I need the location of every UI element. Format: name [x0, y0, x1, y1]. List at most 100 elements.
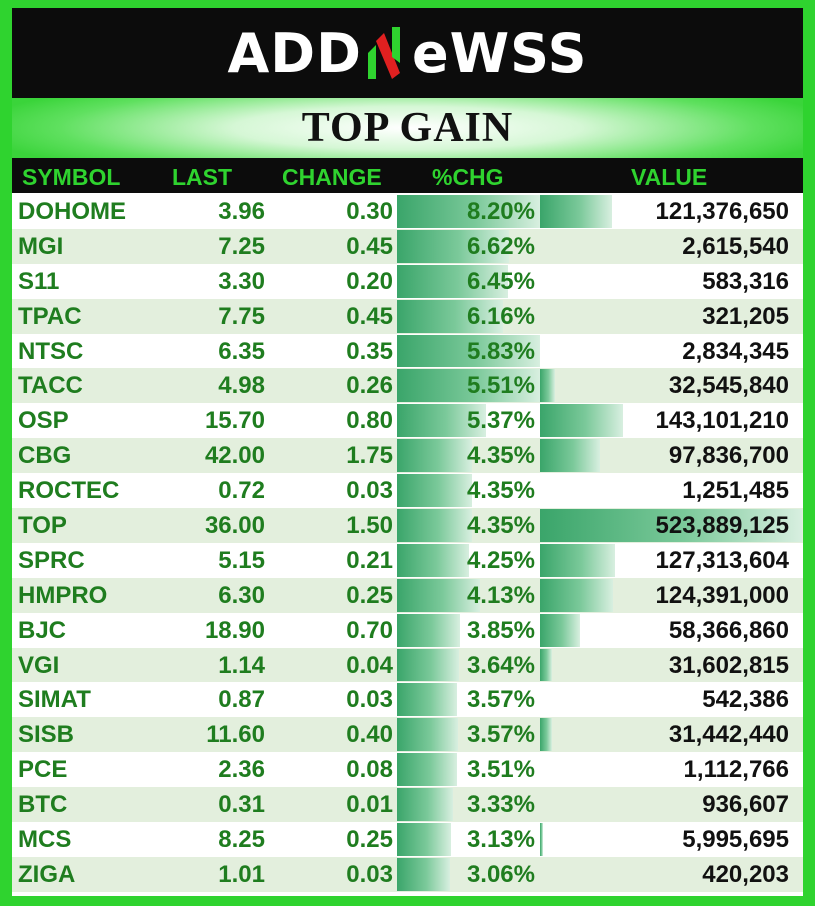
cell-value: 31,442,440	[668, 721, 789, 749]
cell-value: 1,112,766	[683, 756, 789, 784]
cell-change: 0.80	[346, 407, 393, 435]
cell-symbol: OSP	[18, 407, 69, 435]
brand-logo: ADD eWSS	[228, 21, 588, 85]
cell-last: 11.60	[206, 721, 265, 749]
cell-pct: 3.57%	[466, 686, 535, 714]
cell-change: 0.03	[346, 686, 393, 714]
cell-last: 36.00	[204, 512, 265, 540]
table-row: BJC 18.90 0.70 3.85% 58,366,860	[12, 612, 803, 648]
header-last: LAST	[172, 164, 233, 190]
pct-bar	[397, 195, 540, 228]
cell-value: 2,834,345	[682, 337, 789, 365]
cell-pct: 6.62%	[466, 232, 535, 260]
cell-symbol: SIMAT	[18, 686, 91, 714]
cell-pct: 3.06%	[466, 860, 535, 888]
cell-last: 1.14	[218, 651, 265, 679]
pct-bar	[397, 369, 540, 403]
table-row: MGI 7.25 0.45 6.62% 2,615,540	[12, 228, 803, 264]
table-row: ZIGA 1.01 0.03 3.06% 420,203	[12, 856, 803, 892]
cell-value: 1,251,485	[682, 477, 789, 505]
cell-change: 0.70	[346, 616, 393, 644]
cell-value: 127,313,604	[655, 546, 789, 574]
cell-change: 1.75	[346, 442, 393, 470]
cell-change: 0.04	[346, 651, 393, 679]
table-row: ROCTEC 0.72 0.03 4.35% 1,251,485	[12, 473, 803, 509]
cell-last: 3.96	[218, 198, 265, 225]
cell-pct: 4.25%	[466, 546, 535, 574]
cell-pct: 5.83%	[466, 337, 535, 365]
cell-symbol: MCS	[18, 826, 72, 854]
pct-bar	[397, 229, 509, 263]
value-bar	[540, 648, 552, 682]
cell-symbol: PCE	[18, 756, 68, 784]
cell-pct: 4.35%	[466, 442, 535, 470]
cell-last: 8.25	[218, 826, 265, 854]
cell-value: 321,205	[702, 302, 789, 330]
cell-value: 583,316	[702, 267, 789, 295]
table-row: SPRC 5.15 0.21 4.25% 127,313,604	[12, 542, 803, 578]
cell-symbol: MGI	[18, 232, 64, 260]
cell-last: 2.36	[218, 756, 265, 784]
title-band: TOP GAIN	[12, 98, 803, 158]
table-row: VGI 1.14 0.04 3.64% 31,602,815	[12, 647, 803, 683]
table-row: SISB 11.60 0.40 3.57% 31,442,440	[12, 717, 803, 753]
cell-pct: 3.51%	[466, 756, 535, 784]
value-bar	[540, 369, 555, 403]
page-title: TOP GAIN	[301, 105, 514, 151]
table-header: SYMBOL LAST CHANGE %CHG VALUE	[12, 158, 803, 193]
cell-pct: 5.51%	[466, 372, 535, 400]
cell-pct: 4.13%	[466, 581, 535, 609]
cell-change: 0.21	[346, 546, 393, 574]
cell-change: 0.30	[346, 198, 393, 225]
cell-pct: 6.45%	[466, 267, 535, 295]
cell-last: 18.90	[204, 616, 265, 644]
cell-pct: 3.85%	[466, 616, 535, 644]
value-bar	[540, 439, 600, 473]
cell-change: 0.20	[346, 267, 393, 295]
pct-bar	[397, 823, 451, 856]
table-row: HMPRO 6.30 0.25 4.13% 124,391,000	[12, 577, 803, 613]
cell-change: 0.40	[346, 721, 393, 749]
value-bar	[540, 543, 615, 577]
cell-change: 0.25	[346, 826, 393, 854]
pct-bar	[397, 613, 460, 647]
cell-last: 7.25	[218, 232, 265, 260]
pct-bar	[397, 299, 503, 333]
cell-change: 0.01	[346, 791, 393, 819]
cell-change: 0.45	[346, 232, 393, 260]
pct-bar	[397, 264, 508, 298]
cell-last: 3.30	[218, 267, 265, 295]
cell-last: 7.75	[218, 302, 265, 330]
value-bar	[540, 509, 802, 542]
cell-last: 0.87	[218, 686, 265, 714]
cell-last: 6.30	[218, 581, 265, 609]
pct-bar	[397, 404, 486, 438]
cell-symbol: HMPRO	[18, 581, 108, 609]
cell-last: 1.01	[218, 860, 265, 888]
table-row: SIMAT 0.87 0.03 3.57% 542,386	[12, 682, 803, 718]
cell-value: 143,101,210	[655, 407, 789, 435]
cell-symbol: NTSC	[18, 337, 84, 365]
table-row: BTC 0.31 0.01 3.33% 936,607	[12, 787, 803, 823]
cell-last: 4.98	[218, 372, 265, 400]
cell-value: 97,836,700	[668, 442, 789, 470]
cell-pct: 5.37%	[466, 407, 535, 435]
logo-text-right: eWSS	[411, 21, 588, 85]
cell-last: 15.70	[204, 407, 265, 435]
cell-value: 936,607	[702, 791, 789, 819]
pct-bar	[397, 857, 450, 891]
cell-symbol: S11	[18, 267, 60, 295]
logo-bar: ADD eWSS	[12, 8, 803, 98]
header-change: CHANGE	[282, 164, 382, 190]
cell-last: 6.35	[218, 337, 265, 365]
cell-pct: 3.57%	[466, 721, 535, 749]
cell-value: 523,889,125	[655, 512, 789, 540]
cell-pct: 8.20%	[466, 198, 535, 225]
value-bar	[540, 718, 552, 752]
pct-bar	[397, 474, 472, 508]
cell-pct: 4.35%	[466, 512, 535, 540]
pct-bar	[397, 334, 540, 368]
cell-change: 0.25	[346, 581, 393, 609]
table-row: TACC 4.98 0.26 5.51% 32,545,840	[12, 368, 803, 404]
cell-change: 0.08	[346, 756, 393, 784]
